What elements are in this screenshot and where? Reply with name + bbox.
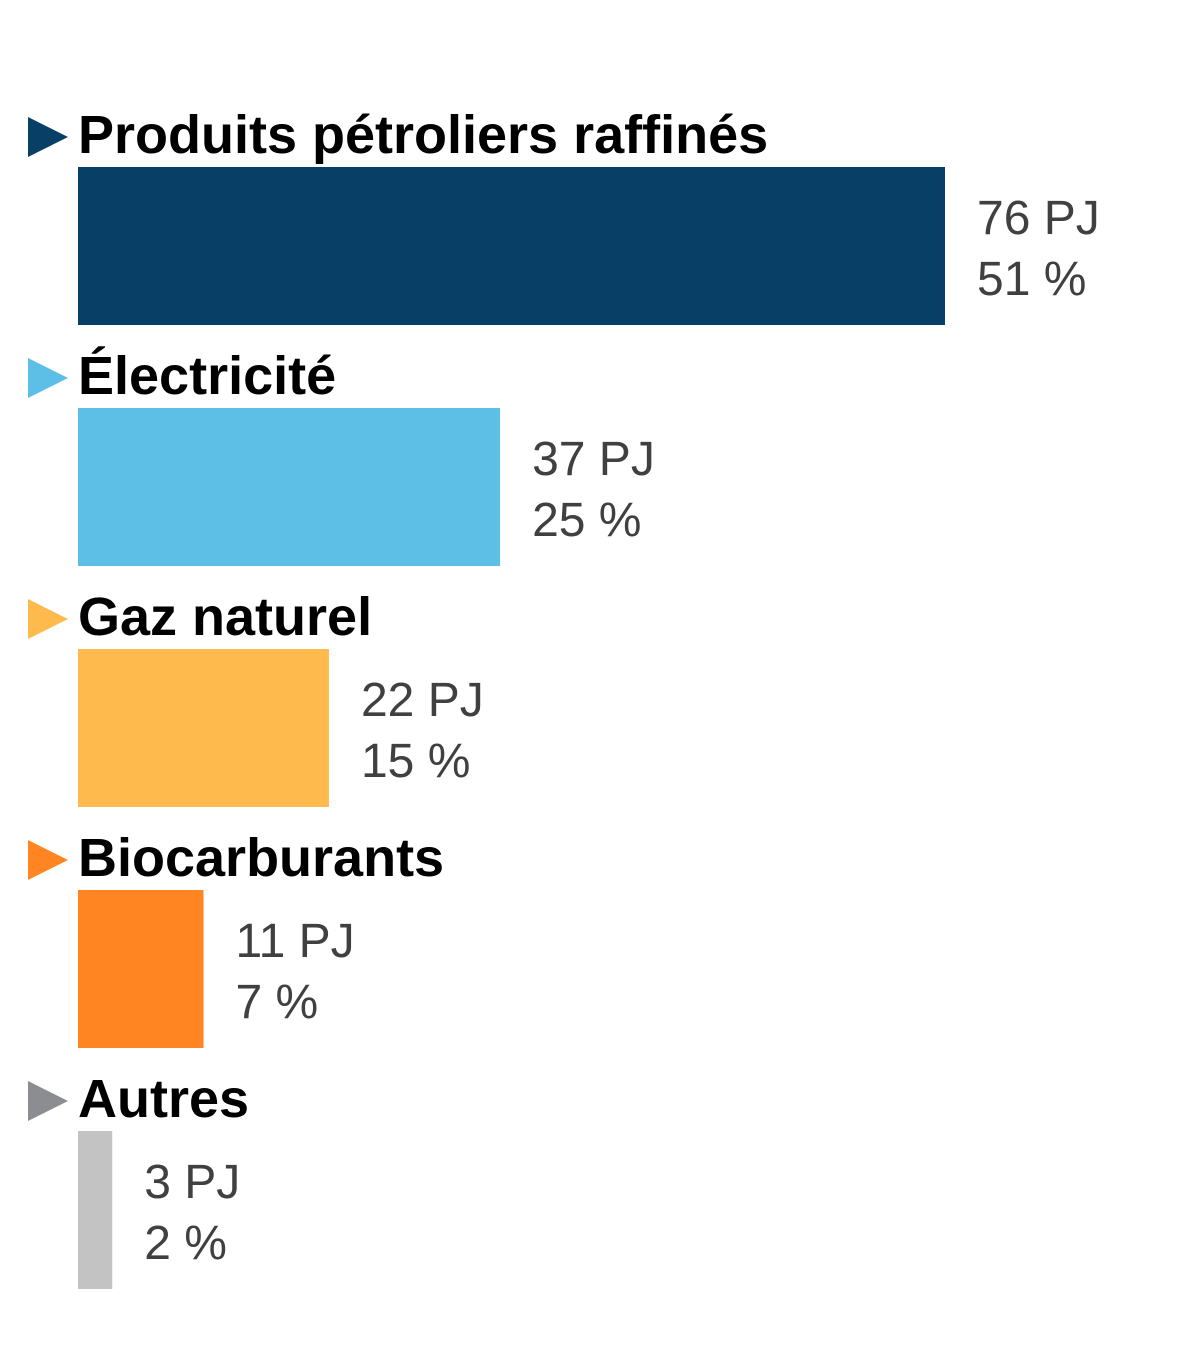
bar — [78, 1131, 113, 1289]
percent-label: 25 % — [532, 494, 641, 547]
category-label: Autres — [78, 1069, 249, 1129]
bar-row: Électricité 37 PJ 25 % — [28, 346, 655, 566]
chart-rows: Produits pétroliers raffinés 76 PJ 51 % Éle… — [28, 105, 1100, 1289]
bar-row: Autres 3 PJ 2 % — [28, 1069, 249, 1289]
bar — [78, 649, 329, 807]
value-label: 3 PJ — [144, 1156, 240, 1209]
bar — [78, 408, 501, 566]
percent-label: 7 % — [235, 976, 318, 1029]
value-label: 37 PJ — [532, 433, 655, 486]
percent-label: 51 % — [977, 253, 1086, 306]
triangle-right-icon — [28, 358, 68, 398]
category-label: Gaz naturel — [78, 587, 372, 647]
bar-row: Produits pétroliers raffinés 76 PJ 51 % — [28, 105, 1100, 325]
category-label: Biocarburants — [78, 828, 444, 888]
triangle-right-icon — [28, 840, 68, 880]
triangle-right-icon — [28, 599, 68, 639]
triangle-right-icon — [28, 1081, 68, 1121]
bar — [78, 167, 945, 325]
value-label: 76 PJ — [977, 192, 1100, 245]
triangle-right-icon — [28, 117, 68, 157]
bar-row: Gaz naturel 22 PJ 15 % — [28, 587, 484, 807]
percent-label: 2 % — [144, 1217, 227, 1270]
category-label: Électricité — [78, 346, 336, 406]
bar-row: Biocarburants 11 PJ 7 % — [28, 828, 444, 1048]
value-label: 22 PJ — [361, 674, 484, 727]
bar — [78, 890, 204, 1048]
value-label: 11 PJ — [235, 915, 354, 968]
percent-label: 15 % — [361, 735, 470, 788]
category-label: Produits pétroliers raffinés — [78, 105, 768, 165]
